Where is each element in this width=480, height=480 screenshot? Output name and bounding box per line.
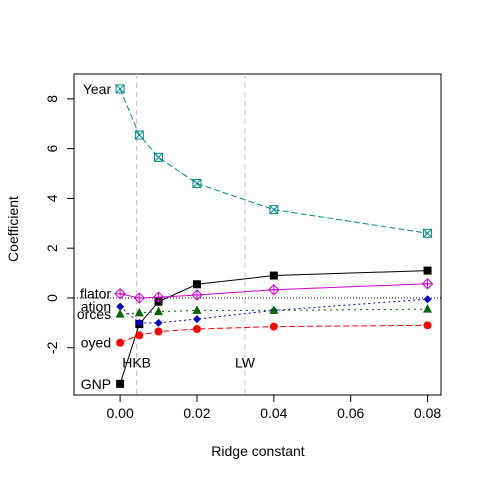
point-circle bbox=[154, 327, 163, 336]
data-point bbox=[269, 271, 278, 280]
plot-frame bbox=[73, 73, 442, 396]
data-point bbox=[115, 309, 125, 318]
x-tick-label: 0.04 bbox=[260, 405, 287, 421]
point-circle bbox=[192, 325, 201, 334]
series-label: Year bbox=[83, 81, 112, 97]
point-triangle bbox=[423, 304, 433, 313]
data-point bbox=[133, 292, 146, 304]
y-tick-label: 4 bbox=[44, 194, 60, 202]
series-line bbox=[120, 283, 428, 299]
data-point bbox=[192, 325, 201, 334]
point-box bbox=[269, 205, 279, 215]
point-box bbox=[192, 178, 202, 188]
data-point bbox=[423, 321, 432, 330]
point-triangle bbox=[154, 306, 164, 316]
data-point bbox=[192, 280, 201, 289]
data-point bbox=[116, 379, 125, 388]
data-point bbox=[191, 289, 203, 301]
point-triangle bbox=[134, 307, 144, 317]
y-tick-label: 0 bbox=[44, 294, 60, 302]
y-axis: -2 0 2 4 6 8 bbox=[44, 95, 75, 354]
point-box bbox=[423, 228, 433, 238]
point-triangle bbox=[192, 305, 202, 314]
series-label: ation bbox=[81, 299, 111, 315]
data-point bbox=[154, 318, 163, 327]
series-line bbox=[119, 324, 428, 344]
point-box bbox=[134, 130, 144, 140]
data-point bbox=[116, 338, 125, 347]
data-point bbox=[154, 327, 163, 336]
point-diamond bbox=[192, 315, 201, 324]
point-diamond bbox=[135, 318, 144, 327]
data-point bbox=[423, 295, 432, 304]
data-point bbox=[423, 304, 433, 313]
data-point bbox=[269, 205, 279, 215]
data-point bbox=[154, 152, 164, 162]
series-label: flator bbox=[80, 286, 111, 302]
point-cross-b bbox=[154, 153, 163, 162]
y-tick-label: 8 bbox=[44, 95, 60, 103]
x-tick-label: 0.02 bbox=[183, 405, 210, 421]
data-point bbox=[268, 284, 280, 296]
point-box bbox=[154, 152, 164, 162]
data-point bbox=[152, 291, 165, 303]
data-point bbox=[135, 318, 144, 327]
series-line bbox=[119, 88, 428, 234]
x-tick-label: 0.06 bbox=[337, 405, 364, 421]
x-tick-label: 0.00 bbox=[106, 405, 133, 421]
data-point bbox=[192, 315, 201, 324]
vertical-line-labels: HKB LW bbox=[122, 355, 256, 371]
vertical-reference-lines bbox=[136, 74, 246, 395]
series-label: orces bbox=[77, 306, 111, 322]
data-point bbox=[115, 84, 125, 94]
point-diamond bbox=[154, 318, 163, 327]
point-diamond bbox=[423, 295, 432, 304]
point-circle bbox=[269, 322, 278, 331]
x-axis-label: Ridge constant bbox=[211, 443, 305, 459]
x-tick-label: 0.08 bbox=[414, 405, 441, 421]
series-markers bbox=[114, 84, 434, 388]
point-circle bbox=[116, 338, 125, 347]
y-tick-label: 2 bbox=[44, 244, 60, 252]
point-circle bbox=[135, 331, 144, 340]
data-point bbox=[134, 130, 144, 140]
data-point bbox=[192, 305, 202, 314]
point-cross-b bbox=[192, 179, 202, 188]
data-point bbox=[154, 306, 164, 316]
series-label: oyed bbox=[81, 335, 111, 351]
x-axis: 0.00 0.02 0.04 0.06 0.08 bbox=[106, 394, 441, 421]
point-cross-b bbox=[115, 84, 125, 94]
point-cross-b bbox=[134, 130, 144, 140]
point-triangle bbox=[269, 305, 279, 314]
data-point bbox=[269, 322, 278, 331]
vline-label: HKB bbox=[122, 355, 151, 371]
y-tick-label: -2 bbox=[44, 341, 60, 354]
y-axis-label: Coefficient bbox=[5, 196, 21, 262]
data-point bbox=[423, 266, 432, 275]
data-point bbox=[134, 307, 144, 317]
data-point bbox=[421, 278, 434, 290]
point-square bbox=[269, 271, 278, 280]
series-lines bbox=[119, 88, 428, 384]
point-cross-b bbox=[269, 205, 279, 214]
data-point bbox=[135, 331, 144, 340]
point-square bbox=[192, 280, 201, 289]
vline-label: LW bbox=[235, 355, 256, 371]
data-point bbox=[423, 228, 433, 238]
data-point bbox=[192, 178, 202, 188]
point-cross-b bbox=[423, 228, 432, 238]
y-tick-label: 6 bbox=[44, 145, 60, 153]
series-label: GNP bbox=[81, 376, 111, 392]
point-circle bbox=[423, 321, 432, 330]
point-square bbox=[116, 379, 125, 388]
data-point bbox=[116, 302, 125, 311]
point-square bbox=[423, 266, 432, 275]
data-point bbox=[269, 305, 279, 314]
data-point bbox=[114, 288, 126, 300]
point-box bbox=[115, 84, 125, 94]
point-triangle bbox=[115, 309, 125, 318]
point-diamond bbox=[116, 302, 125, 311]
